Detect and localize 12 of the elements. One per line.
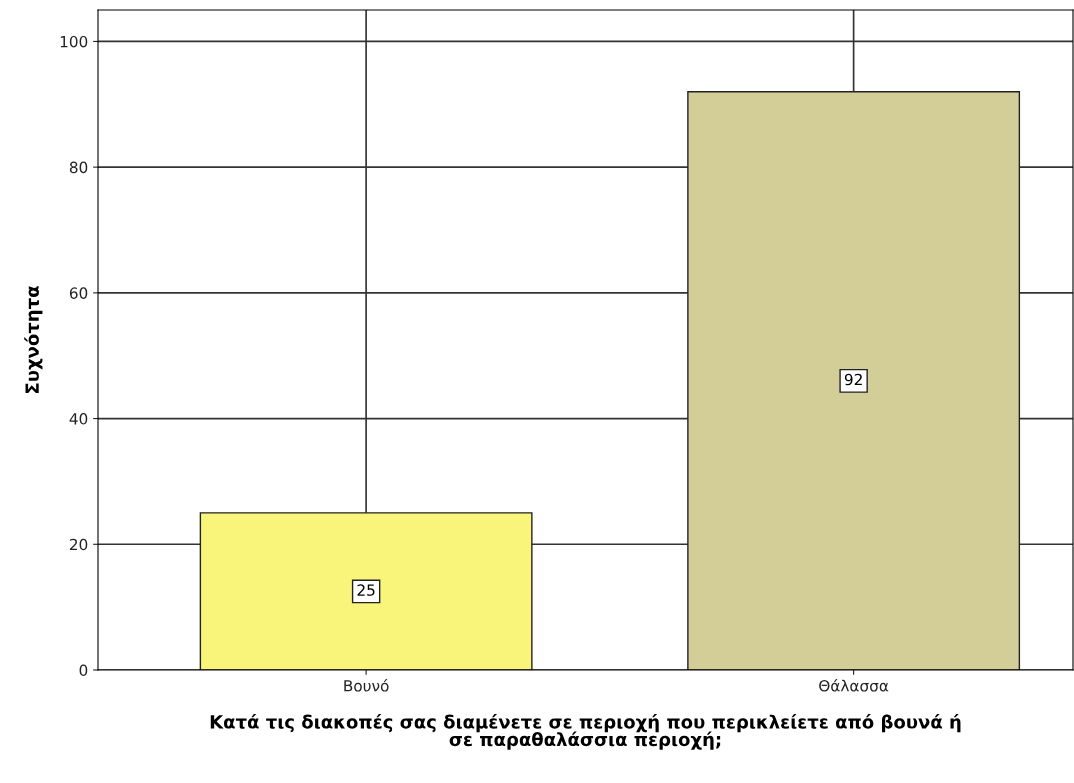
x-tick-label: Βουνό (344, 679, 389, 692)
y-tick-label: 40 (69, 413, 88, 425)
x-tick-label: Θάλασσα (819, 679, 889, 692)
y-tick-label: 0 (79, 664, 88, 677)
y-tick-label: 60 (69, 287, 88, 299)
y-tick-label: 20 (69, 538, 88, 551)
data-label: 92 (844, 373, 862, 386)
y-tick-label: 80 (69, 161, 88, 174)
y-axis-title: Συχνότητα (24, 286, 43, 393)
y-tick-label: 100 (60, 35, 88, 48)
x-axis-title: Κατά τις διακοπές σας διαμένετε σε περιοχή που περικλείετε από βουνά ή σε παραθαλάσσια περιοχή; (210, 713, 961, 750)
data-label: 25 (357, 584, 375, 596)
